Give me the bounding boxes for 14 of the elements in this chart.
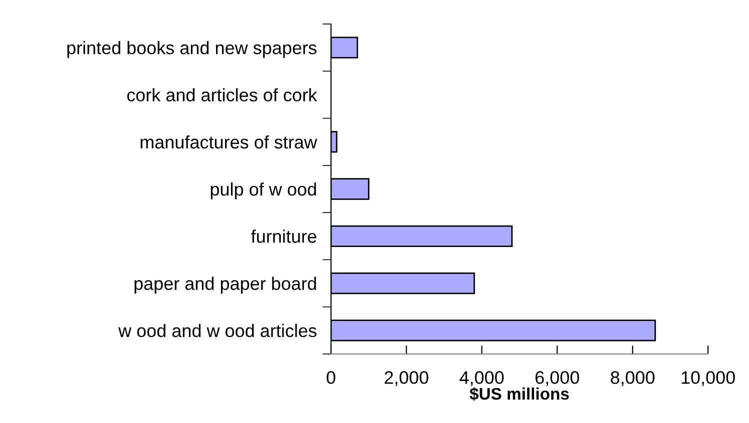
x-tick-label: 2,000 — [384, 371, 428, 386]
y-tick-label: paper and paper board — [134, 276, 316, 294]
y-tick-label: cork and articles of cork — [127, 88, 318, 102]
x-tick-label: 0 — [326, 371, 336, 384]
y-tick-label: printed books and new spapers — [67, 41, 316, 58]
y-tick-label: manufactures of straw — [140, 135, 318, 149]
x-tick-label: 8,000 — [610, 371, 654, 386]
y-tick-label: furniture — [251, 230, 316, 243]
x-tick-label: 10,000 — [682, 371, 735, 386]
x-tick-label: 6,000 — [536, 371, 580, 386]
x-tick-label: 4,000 — [460, 371, 504, 386]
y-tick-label: w ood and w ood articles — [118, 324, 316, 338]
x-axis-title: $US millions — [470, 387, 569, 401]
y-tick-label: pulp of w ood — [210, 182, 316, 200]
